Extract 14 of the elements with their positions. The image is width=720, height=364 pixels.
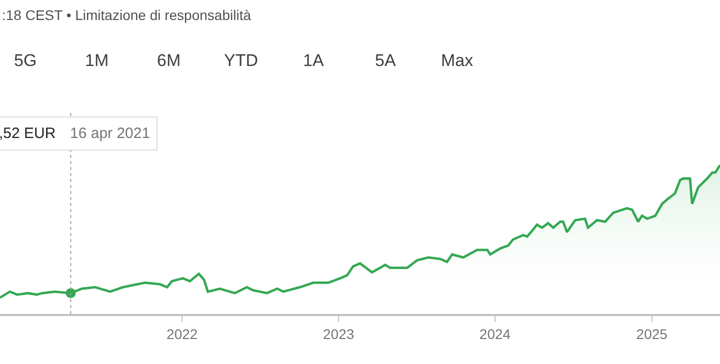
x-tick-label: 2022	[166, 326, 198, 342]
text: 5G	[14, 51, 37, 70]
text: 5A	[375, 51, 396, 70]
text: ,52 EUR	[0, 125, 56, 142]
x-tick-label: 2024	[479, 326, 511, 342]
text: 6M	[157, 51, 181, 70]
text: 1A	[303, 51, 324, 70]
text: :18 CEST • Limitazione di responsabilità	[2, 7, 252, 23]
text: 1M	[85, 51, 109, 70]
text: 16 apr 2021	[70, 125, 150, 142]
text: YTD	[224, 51, 258, 70]
x-tick-label: 2025	[636, 326, 668, 342]
text: Max	[441, 51, 474, 70]
x-tick-label: 2023	[322, 326, 354, 342]
